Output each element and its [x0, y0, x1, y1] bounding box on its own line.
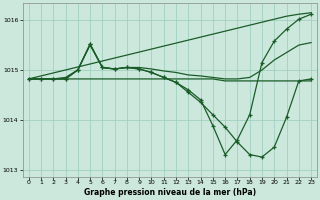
X-axis label: Graphe pression niveau de la mer (hPa): Graphe pression niveau de la mer (hPa)	[84, 188, 256, 197]
